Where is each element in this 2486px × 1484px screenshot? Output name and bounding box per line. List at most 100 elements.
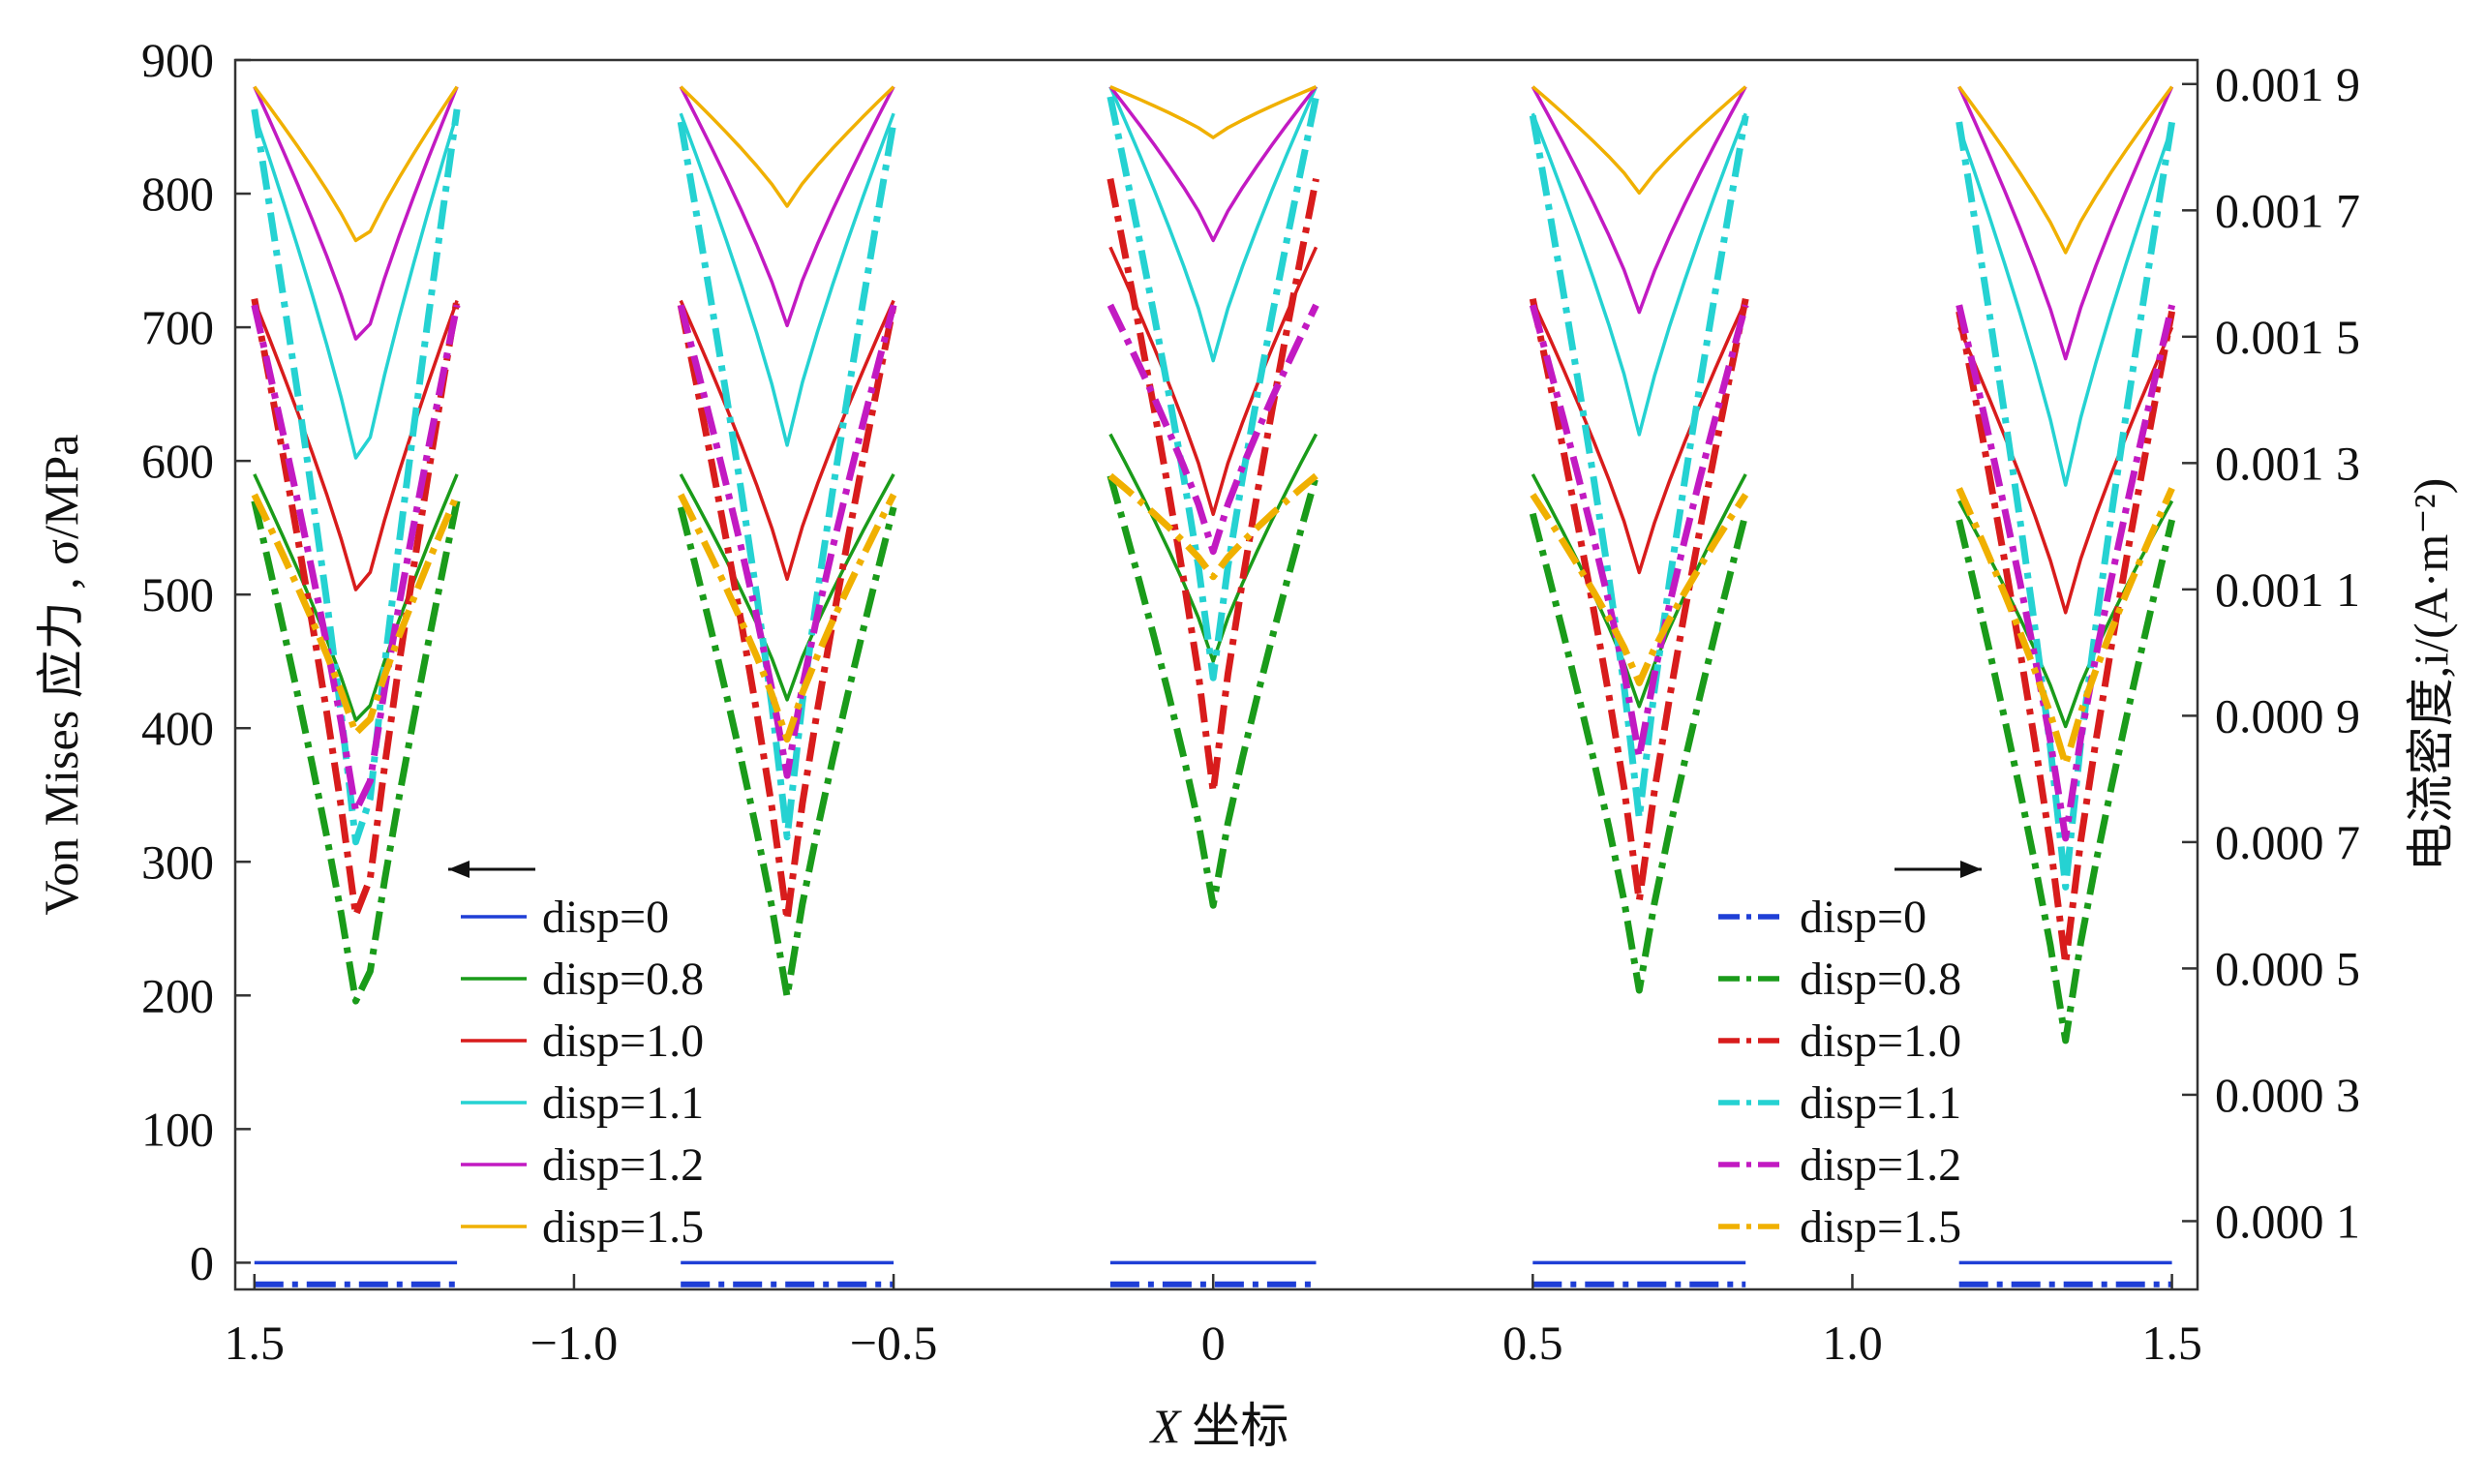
current-density-series-line xyxy=(251,304,461,815)
legend-label: disp=1.2 xyxy=(542,1139,704,1191)
legend-label: disp=1.0 xyxy=(542,1015,704,1067)
current-density-series-line xyxy=(1529,297,1749,905)
stress-series-line xyxy=(253,473,459,722)
current-density-series-line xyxy=(1529,512,1749,994)
legend-label: disp=1.5 xyxy=(1800,1201,1961,1253)
stress-series-line xyxy=(253,112,459,460)
current-density-series-line xyxy=(251,500,461,1005)
stress-series-line xyxy=(1957,326,2174,615)
legend-label: disp=0.8 xyxy=(542,954,704,1005)
stress-series-line xyxy=(679,85,895,208)
y-tick-label: 500 xyxy=(141,567,214,621)
stress-series-line xyxy=(1957,85,2174,361)
left-axis: 0 100 200 300 400 500 600 700 800 900 xyxy=(141,33,251,1289)
stress-series-line xyxy=(1531,299,1747,575)
y-tick-label: 600 xyxy=(141,434,214,488)
stress-series-line xyxy=(679,299,895,582)
axis-arrowhead xyxy=(1960,861,1982,878)
bottom-axis: 1.5 −1.0 −0.5 0 0.5 1.0 1.5 xyxy=(225,1274,2202,1370)
current-density-series-line xyxy=(677,304,897,924)
current-density-series-line xyxy=(1107,96,1319,681)
y-axis-title: Von Mises 应力 , σ/MPa xyxy=(34,435,88,916)
current-density-series-line xyxy=(1107,303,1319,556)
stress-series-line xyxy=(253,85,459,341)
current-density-series-line xyxy=(678,493,897,743)
legend-label: disp=1.5 xyxy=(542,1201,704,1253)
y2-tick-label: 0.000 3 xyxy=(2215,1068,2360,1122)
current-density-series-line xyxy=(1107,472,1319,581)
current-density-series-line xyxy=(1529,114,1749,822)
current-density-series-line xyxy=(677,304,897,779)
right-axis: 0.001 9 0.001 7 0.001 5 0.001 3 0.001 1 0.000… xyxy=(2182,57,2360,1248)
x-tick-label: 1.5 xyxy=(225,1316,286,1370)
stress-series-line xyxy=(1957,500,2174,729)
stress-series-line xyxy=(679,85,895,328)
current-density-series-line xyxy=(677,506,897,1000)
x-tick-label: −1.0 xyxy=(531,1316,619,1370)
y-tick-label: 300 xyxy=(141,834,214,889)
stress-series-line xyxy=(1531,473,1747,709)
y2-tick-label: 0.001 1 xyxy=(2215,562,2360,617)
stress-series-line xyxy=(253,85,459,243)
stress-series-line xyxy=(1531,85,1747,315)
series-layer xyxy=(251,84,2176,1287)
legend-label: disp=0 xyxy=(1800,892,1926,943)
current-density-series-line xyxy=(1955,121,2176,891)
stress-series-line xyxy=(1957,85,2174,255)
stress-series-line xyxy=(1108,433,1319,663)
stress-series-line xyxy=(1531,112,1747,437)
y2-tick-label: 0.001 5 xyxy=(2215,310,2360,364)
legend-label: disp=1.0 xyxy=(1800,1015,1961,1067)
x-axis-text: 坐标 xyxy=(1192,1399,1288,1453)
current-density-series-line xyxy=(1107,178,1319,796)
x-tick-label: 0 xyxy=(1201,1316,1226,1370)
y-tick-label: 200 xyxy=(141,968,214,1022)
current-density-series-line xyxy=(677,121,897,841)
stress-series-line xyxy=(1957,126,2174,487)
stress-series-line xyxy=(1109,84,1318,139)
stress-series-line xyxy=(679,473,895,702)
legend-label: disp=1.2 xyxy=(1800,1139,1961,1191)
x-axis-title: X 坐标 xyxy=(1149,1399,1289,1453)
y-tick-label: 0 xyxy=(190,1235,214,1289)
axis-arrowhead xyxy=(448,861,470,878)
x-tick-label: −0.5 xyxy=(850,1316,938,1370)
legend-left: disp=0 disp=0.8 disp=1.0 disp=1.1 disp=1.2 di… xyxy=(448,861,704,1253)
y2-tick-label: 0.000 5 xyxy=(2215,941,2360,995)
y-tick-label: 800 xyxy=(141,167,214,221)
current-density-series-line xyxy=(251,493,461,737)
legend-right: disp=0 disp=0.8 disp=1.0 disp=1.1 disp=1.2 di… xyxy=(1718,861,1982,1253)
current-density-series-line xyxy=(1955,519,2176,1045)
y2-tick-label: 0.001 9 xyxy=(2215,57,2360,111)
y-tick-label: 100 xyxy=(141,1102,214,1156)
y-tick-label: 900 xyxy=(141,33,214,87)
y2-axis-title: 电流密度,i/(A·m⁻²) xyxy=(2404,478,2458,872)
legend-label: disp=1.1 xyxy=(542,1077,704,1129)
current-density-series-line xyxy=(1529,304,1749,761)
stress-series-line xyxy=(253,299,459,591)
stress-series-line xyxy=(1531,85,1747,196)
stress-series-line xyxy=(1108,85,1319,363)
current-density-series-line xyxy=(251,108,461,846)
x-axis-variable: X xyxy=(1149,1399,1183,1453)
y2-tick-label: 0.000 9 xyxy=(2215,688,2360,742)
current-density-series-line xyxy=(1107,474,1319,909)
y2-tick-label: 0.000 7 xyxy=(2215,815,2360,869)
x-tick-label: 1.0 xyxy=(1822,1316,1883,1370)
stress-series-line xyxy=(1108,85,1318,243)
x-tick-label: 0.5 xyxy=(1502,1316,1563,1370)
current-density-series-line xyxy=(1530,493,1749,686)
y-tick-label: 700 xyxy=(141,300,214,354)
y-tick-label: 400 xyxy=(141,701,214,755)
x-tick-label: 1.5 xyxy=(2141,1316,2202,1370)
plot-frame xyxy=(233,58,2199,1291)
legend-label: disp=0 xyxy=(542,892,669,943)
y2-tick-label: 0.001 7 xyxy=(2215,183,2360,237)
current-density-series-line xyxy=(1955,311,2176,968)
current-density-series-line xyxy=(1955,304,2176,842)
y2-tick-label: 0.000 1 xyxy=(2215,1194,2360,1248)
stress-series-line xyxy=(1108,246,1319,517)
legend-label: disp=1.1 xyxy=(1800,1077,1961,1129)
legend-label: disp=0.8 xyxy=(1800,954,1961,1005)
